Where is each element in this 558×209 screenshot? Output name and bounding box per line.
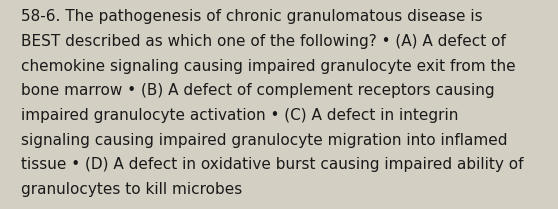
Text: BEST described as which one of the following? • (A) A defect of: BEST described as which one of the follo… (21, 34, 506, 49)
Text: tissue • (D) A defect in oxidative burst causing impaired ability of: tissue • (D) A defect in oxidative burst… (21, 157, 524, 172)
Text: 58-6. The pathogenesis of chronic granulomatous disease is: 58-6. The pathogenesis of chronic granul… (21, 9, 483, 24)
Text: chemokine signaling causing impaired granulocyte exit from the: chemokine signaling causing impaired gra… (21, 59, 516, 74)
Text: granulocytes to kill microbes: granulocytes to kill microbes (21, 182, 243, 197)
Text: impaired granulocyte activation • (C) A defect in integrin: impaired granulocyte activation • (C) A … (21, 108, 459, 123)
Text: bone marrow • (B) A defect of complement receptors causing: bone marrow • (B) A defect of complement… (21, 83, 495, 98)
Text: signaling causing impaired granulocyte migration into inflamed: signaling causing impaired granulocyte m… (21, 133, 508, 148)
